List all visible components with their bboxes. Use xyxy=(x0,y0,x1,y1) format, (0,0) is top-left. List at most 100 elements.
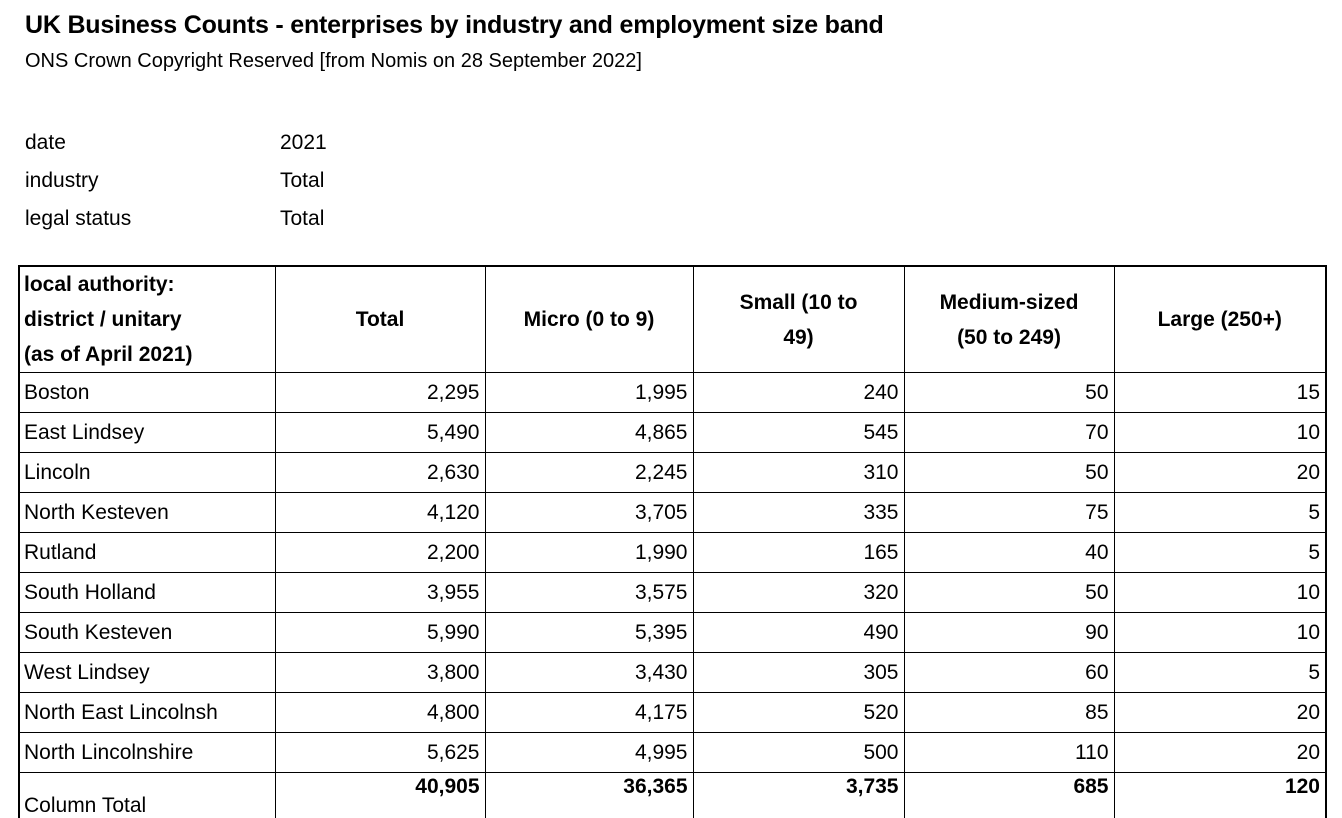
value-cell: 60 xyxy=(903,652,1115,693)
column-header-large: Large (250+) xyxy=(1113,265,1327,373)
header-row: local authority: district / unitary (as … xyxy=(18,265,1327,373)
value-cell: 520 xyxy=(692,692,905,733)
value-cell: 20 xyxy=(1113,452,1327,493)
filter-row-industry: industry Total xyxy=(25,162,1342,200)
value-cell: 5,990 xyxy=(274,612,486,653)
column-header-local-authority: local authority: district / unitary (as … xyxy=(18,265,276,373)
column-header-micro: Micro (0 to 9) xyxy=(484,265,694,373)
value-cell: 2,245 xyxy=(484,452,694,493)
total-label-cell: Column Total xyxy=(18,772,276,818)
table-body: Boston 2,295 1,995 240 50 15 East Lindse… xyxy=(18,372,1327,818)
row-label-cell: South Kesteven xyxy=(18,612,276,653)
total-value-cell: 120 xyxy=(1113,772,1327,818)
table-row: Rutland 2,200 1,990 165 40 5 xyxy=(18,532,1327,573)
value-cell: 2,295 xyxy=(274,372,486,413)
value-cell: 20 xyxy=(1113,732,1327,773)
value-cell: 110 xyxy=(903,732,1115,773)
value-cell: 1,990 xyxy=(484,532,694,573)
value-cell: 3,430 xyxy=(484,652,694,693)
value-cell: 4,120 xyxy=(274,492,486,533)
value-cell: 10 xyxy=(1113,572,1327,613)
row-label-cell: North East Lincolnsh xyxy=(18,692,276,733)
total-value-cell: 685 xyxy=(903,772,1115,818)
business-counts-table: local authority: district / unitary (as … xyxy=(18,265,1327,818)
value-cell: 4,995 xyxy=(484,732,694,773)
table-row: South Holland 3,955 3,575 320 50 10 xyxy=(18,572,1327,613)
row-label-cell: North Lincolnshire xyxy=(18,732,276,773)
table-row: Boston 2,295 1,995 240 50 15 xyxy=(18,372,1327,413)
total-value-cell: 3,735 xyxy=(692,772,905,818)
total-value-cell: 36,365 xyxy=(484,772,694,818)
row-label-cell: East Lindsey xyxy=(18,412,276,453)
value-cell: 85 xyxy=(903,692,1115,733)
filter-label: date xyxy=(25,131,66,154)
value-cell: 500 xyxy=(692,732,905,773)
value-cell: 3,705 xyxy=(484,492,694,533)
value-cell: 545 xyxy=(692,412,905,453)
value-cell: 3,955 xyxy=(274,572,486,613)
total-value-cell: 40,905 xyxy=(274,772,486,818)
value-cell: 2,200 xyxy=(274,532,486,573)
column-total-row: Column Total 40,905 36,365 3,735 685 120 xyxy=(18,772,1327,818)
filter-value: Total xyxy=(280,207,325,230)
value-cell: 4,800 xyxy=(274,692,486,733)
value-cell: 40 xyxy=(903,532,1115,573)
value-cell: 3,800 xyxy=(274,652,486,693)
value-cell: 1,995 xyxy=(484,372,694,413)
value-cell: 5 xyxy=(1113,492,1327,533)
value-cell: 50 xyxy=(903,572,1115,613)
value-cell: 335 xyxy=(692,492,905,533)
value-cell: 10 xyxy=(1113,412,1327,453)
filter-row-date: date 2021 xyxy=(25,124,1342,162)
value-cell: 5,490 xyxy=(274,412,486,453)
value-cell: 50 xyxy=(903,372,1115,413)
column-header-small: Small (10 to 49) xyxy=(692,265,905,373)
value-cell: 70 xyxy=(903,412,1115,453)
value-cell: 20 xyxy=(1113,692,1327,733)
row-label-cell: West Lindsey xyxy=(18,652,276,693)
row-label-cell: Lincoln xyxy=(18,452,276,493)
value-cell: 3,575 xyxy=(484,572,694,613)
value-cell: 10 xyxy=(1113,612,1327,653)
value-cell: 90 xyxy=(903,612,1115,653)
table-row: North Lincolnshire 5,625 4,995 500 110 2… xyxy=(18,732,1327,773)
table-row: South Kesteven 5,990 5,395 490 90 10 xyxy=(18,612,1327,653)
row-label-cell: South Holland xyxy=(18,572,276,613)
value-cell: 490 xyxy=(692,612,905,653)
filter-summary: date 2021 industry Total legal status To… xyxy=(25,124,1342,238)
table-header: local authority: district / unitary (as … xyxy=(18,265,1327,373)
value-cell: 5 xyxy=(1113,532,1327,573)
table-row: West Lindsey 3,800 3,430 305 60 5 xyxy=(18,652,1327,693)
value-cell: 75 xyxy=(903,492,1115,533)
filter-label: industry xyxy=(25,169,99,192)
value-cell: 4,175 xyxy=(484,692,694,733)
row-label-cell: Rutland xyxy=(18,532,276,573)
filter-label: legal status xyxy=(25,207,132,230)
value-cell: 310 xyxy=(692,452,905,493)
table-row: North East Lincolnsh 4,800 4,175 520 85 … xyxy=(18,692,1327,733)
filter-row-legal-status: legal status Total xyxy=(25,200,1342,238)
filter-value: 2021 xyxy=(280,131,327,154)
value-cell: 240 xyxy=(692,372,905,413)
value-cell: 165 xyxy=(692,532,905,573)
column-header-medium: Medium-sized (50 to 249) xyxy=(903,265,1115,373)
column-header-total: Total xyxy=(274,265,486,373)
value-cell: 320 xyxy=(692,572,905,613)
value-cell: 5 xyxy=(1113,652,1327,693)
value-cell: 305 xyxy=(692,652,905,693)
copyright-subtitle: ONS Crown Copyright Reserved [from Nomis… xyxy=(25,50,642,72)
row-label-cell: Boston xyxy=(18,372,276,413)
value-cell: 2,630 xyxy=(274,452,486,493)
filter-value: Total xyxy=(280,169,325,192)
value-cell: 5,395 xyxy=(484,612,694,653)
value-cell: 5,625 xyxy=(274,732,486,773)
row-label-cell: North Kesteven xyxy=(18,492,276,533)
value-cell: 15 xyxy=(1113,372,1327,413)
table-row: East Lindsey 5,490 4,865 545 70 10 xyxy=(18,412,1327,453)
page-title: UK Business Counts - enterprises by indu… xyxy=(25,11,884,39)
table-row: Lincoln 2,630 2,245 310 50 20 xyxy=(18,452,1327,493)
value-cell: 4,865 xyxy=(484,412,694,453)
value-cell: 50 xyxy=(903,452,1115,493)
table-row: North Kesteven 4,120 3,705 335 75 5 xyxy=(18,492,1327,533)
